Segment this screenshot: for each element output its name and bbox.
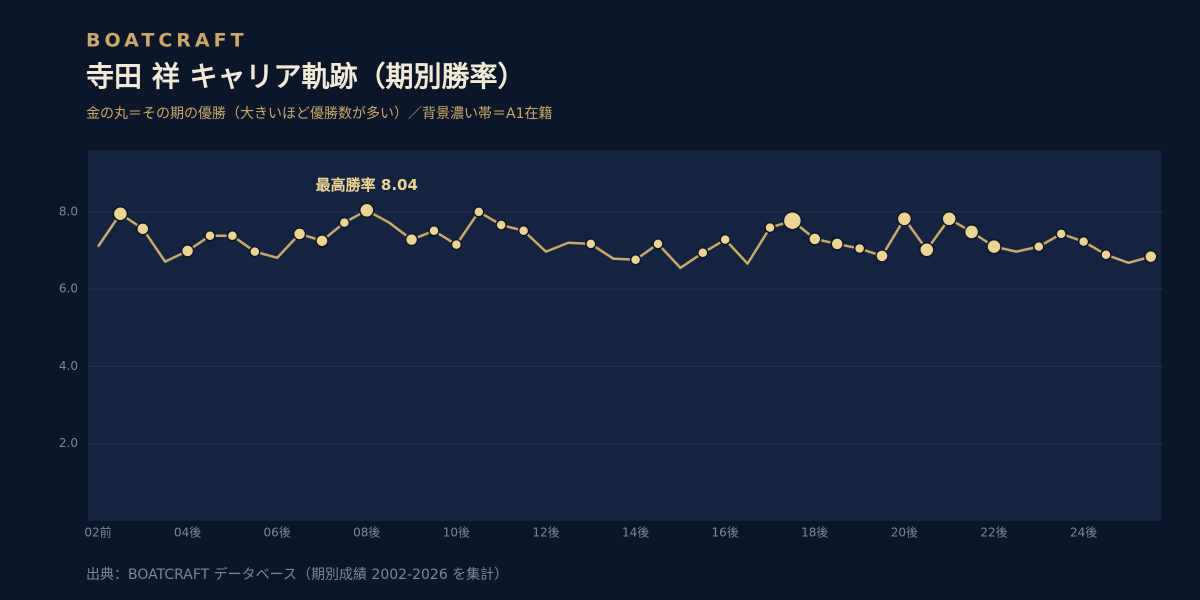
brand: BOATCRAFT — [86, 30, 248, 52]
win-marker — [830, 237, 844, 251]
win-marker — [719, 233, 731, 246]
win-marker — [112, 206, 129, 222]
plot-area — [88, 150, 1161, 521]
win-marker — [338, 216, 351, 229]
win-marker — [1144, 249, 1158, 264]
win-marker — [853, 242, 866, 255]
x-tick-label: 16後 — [712, 526, 739, 540]
y-tick-label: 6.0 — [59, 282, 78, 296]
win-marker — [585, 238, 597, 250]
x-tick-label: 22後 — [980, 526, 1007, 540]
x-tick-label: 20後 — [891, 526, 918, 540]
win-marker — [1077, 235, 1090, 248]
x-tick-label: 10後 — [443, 526, 470, 540]
x-tick-label: 06後 — [264, 526, 291, 540]
x-tick-label: 24後 — [1070, 526, 1097, 540]
win-marker — [249, 245, 261, 258]
win-marker — [226, 230, 239, 242]
win-marker — [292, 227, 307, 241]
x-tick-label: 18後 — [801, 526, 828, 540]
chart-subtitle: 金の丸＝その期の優勝（大きいほど優勝数が多い）／背景濃い帯＝A1在籍 — [86, 105, 552, 122]
y-tick-label: 2.0 — [59, 436, 78, 450]
win-marker — [517, 225, 530, 237]
win-marker — [652, 238, 664, 250]
y-tick-label: 8.0 — [59, 204, 78, 218]
win-marker — [204, 230, 216, 242]
x-tick-label: 04後 — [174, 526, 201, 540]
win-marker — [473, 206, 485, 218]
win-marker — [808, 232, 822, 246]
win-marker — [941, 211, 957, 227]
win-marker — [136, 222, 150, 236]
win-marker — [495, 219, 507, 231]
win-marker — [1033, 240, 1045, 253]
win-marker — [428, 225, 440, 237]
win-marker — [450, 238, 463, 251]
win-marker — [404, 232, 419, 247]
win-marker — [782, 210, 803, 231]
y-tick-label: 4.0 — [59, 359, 78, 373]
x-tick-label: 14後 — [622, 526, 649, 540]
win-marker — [919, 241, 935, 258]
win-marker — [359, 202, 375, 219]
win-marker — [315, 234, 329, 248]
source-note: 出典：BOATCRAFT データベース（期別成績 2002-2026 を集計） — [86, 566, 508, 583]
plot: 2.0 4.0 6.0 8.0 02前 04後 06後 08後 10後 12後 14後 16後 18後 2… — [59, 176, 1163, 540]
win-marker — [875, 249, 889, 263]
win-marker — [963, 224, 980, 240]
x-tick-label: 12後 — [532, 526, 559, 540]
win-marker — [697, 247, 709, 259]
win-marker — [986, 238, 1002, 255]
annotation: 最高勝率 8.04 — [316, 176, 418, 194]
win-marker — [1055, 228, 1067, 240]
win-marker — [629, 254, 642, 266]
win-marker — [896, 211, 913, 227]
win-marker — [1100, 248, 1112, 261]
win-marker — [180, 244, 195, 258]
win-marker — [764, 221, 776, 234]
chart-title: 寺田 祥 キャリア軌跡（期別勝率） — [86, 60, 526, 93]
x-tick-label: 02前 — [84, 525, 111, 540]
x-tick-label: 08後 — [353, 526, 380, 540]
